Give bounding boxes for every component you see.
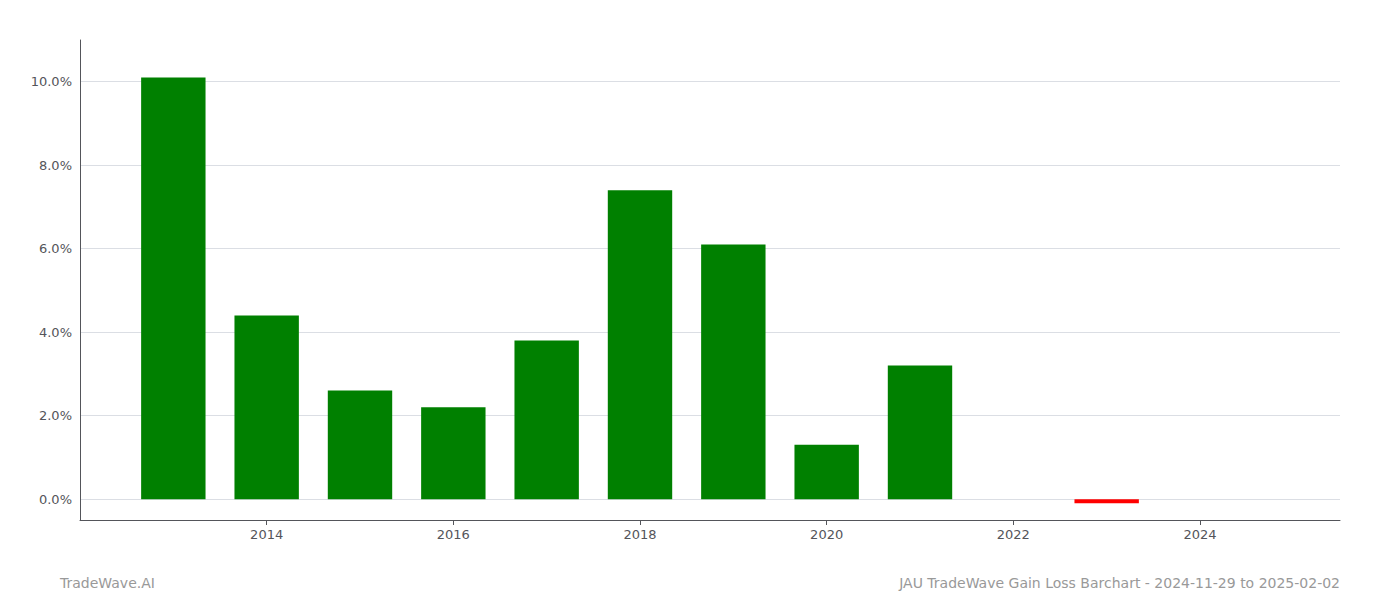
svg-text:2022: 2022 <box>997 527 1030 542</box>
svg-text:2020: 2020 <box>810 527 843 542</box>
svg-text:10.0%: 10.0% <box>31 74 72 89</box>
svg-text:0.0%: 0.0% <box>39 492 72 507</box>
svg-text:8.0%: 8.0% <box>39 158 72 173</box>
svg-text:JAU TradeWave Gain Loss Barcha: JAU TradeWave Gain Loss Barchart - 2024-… <box>898 575 1340 591</box>
svg-text:2018: 2018 <box>623 527 656 542</box>
svg-text:2.0%: 2.0% <box>39 408 72 423</box>
svg-text:4.0%: 4.0% <box>39 325 72 340</box>
svg-text:2014: 2014 <box>250 527 283 542</box>
svg-text:6.0%: 6.0% <box>39 241 72 256</box>
svg-text:2024: 2024 <box>1183 527 1216 542</box>
svg-text:2016: 2016 <box>437 527 470 542</box>
svg-text:TradeWave.AI: TradeWave.AI <box>59 575 155 591</box>
